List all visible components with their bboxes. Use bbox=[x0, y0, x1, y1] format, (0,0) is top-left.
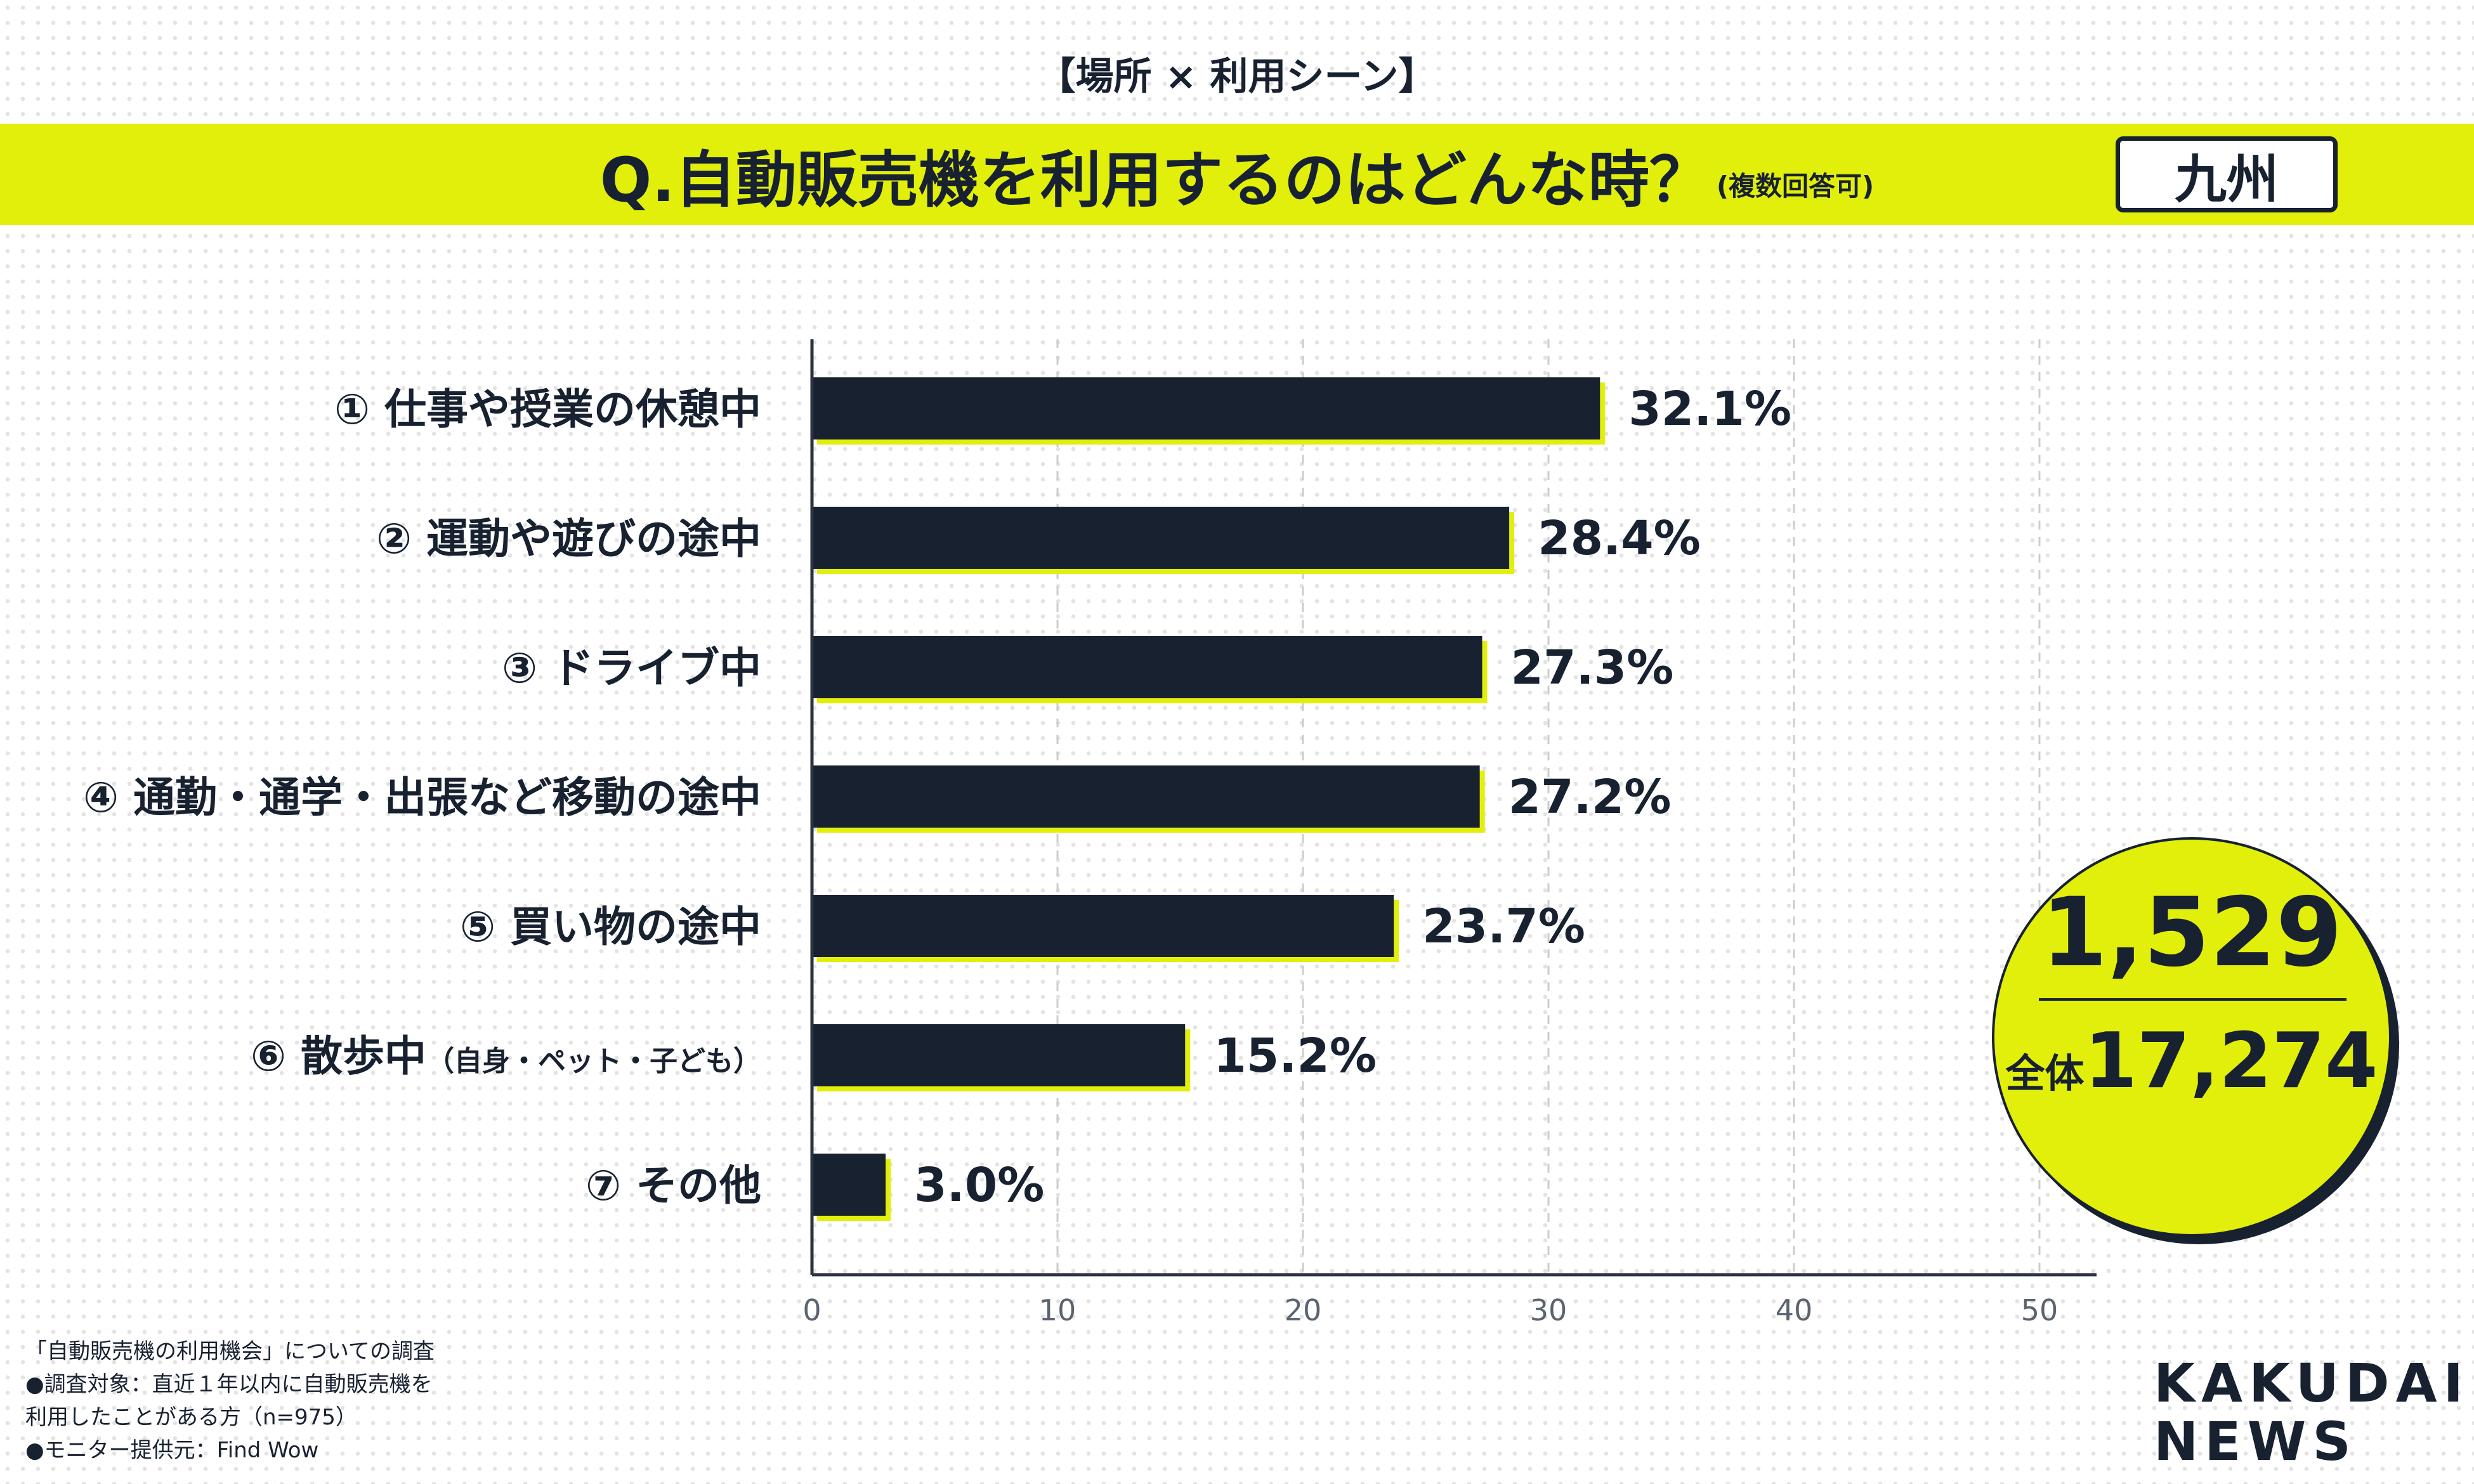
x-tick-label: 30 bbox=[1530, 1293, 1568, 1327]
bar bbox=[812, 765, 1480, 828]
circle-divider bbox=[2039, 998, 2346, 1001]
overall-label: 全体 bbox=[2005, 1050, 2085, 1097]
brand-line-1: KAKUDAI bbox=[2154, 1352, 2470, 1414]
bar bbox=[812, 636, 1482, 698]
bar bbox=[812, 507, 1510, 569]
category-label-text: ④ 通勤・通学・出張など移動の途中 bbox=[83, 773, 761, 822]
category-label: ⑥ 散歩中（自身・ペット・子ども） bbox=[251, 1032, 761, 1081]
data-label: 28.4% bbox=[1538, 511, 1701, 566]
x-tick-label: 20 bbox=[1285, 1293, 1322, 1327]
category-label-text: ⑤ 買い物の途中 bbox=[460, 902, 761, 951]
bar bbox=[812, 1154, 886, 1216]
survey-footnotes: 「自動販売機の利用機会」についての調査 ●調査対象：直近１年以内に自動販売機を … bbox=[25, 1335, 435, 1467]
data-label: 3.0% bbox=[914, 1158, 1044, 1213]
bar bbox=[812, 377, 1600, 439]
overall-respondent-count: 17,274 bbox=[2084, 1017, 2378, 1105]
data-label: 23.7% bbox=[1422, 899, 1585, 954]
category-label-text: ⑥ 散歩中 bbox=[251, 1032, 426, 1081]
category-label: ① 仕事や授業の休憩中 bbox=[334, 385, 761, 434]
footnote-line: 「自動販売機の利用機会」についての調査 bbox=[25, 1339, 435, 1364]
category-label-text: ① 仕事や授業の休憩中 bbox=[334, 385, 761, 434]
data-label: 32.1% bbox=[1628, 382, 1791, 436]
category-label-text: ③ ドライブ中 bbox=[502, 644, 761, 693]
question-note: (複数回答可) bbox=[1716, 170, 1875, 202]
region-badge: 九州 bbox=[2116, 136, 2338, 212]
category-note: （自身・ペット・子ども） bbox=[426, 1045, 761, 1077]
category-label: ② 運動や遊びの途中 bbox=[376, 514, 761, 563]
overall-total: 全体17,274 bbox=[1994, 1017, 2389, 1105]
brand-logo: KAKUDAI NEWS bbox=[2154, 1354, 2470, 1471]
data-label: 15.2% bbox=[1214, 1029, 1377, 1083]
data-label: 27.3% bbox=[1511, 641, 1674, 695]
question-title: Q.自動販売機を利用するのはどんな時？ (複数回答可) bbox=[0, 124, 2474, 225]
respondent-count-circle: 1,529 全体17,274 bbox=[1992, 837, 2392, 1237]
bar bbox=[812, 1024, 1186, 1086]
category-label-text: ② 運動や遊びの途中 bbox=[376, 514, 761, 563]
x-tick-label: 0 bbox=[802, 1293, 821, 1327]
data-label: 27.2% bbox=[1509, 770, 1672, 824]
category-label: ⑤ 買い物の途中 bbox=[460, 902, 761, 951]
brand-line-2: NEWS bbox=[2154, 1410, 2357, 1473]
x-tick-label: 10 bbox=[1039, 1293, 1077, 1327]
chart-supertitle: 【場所 × 利用シーン】 bbox=[1037, 55, 1437, 99]
category-label: ④ 通勤・通学・出張など移動の途中 bbox=[83, 773, 761, 822]
footnote-line: 利用したことがある方（n=975） bbox=[25, 1405, 357, 1430]
x-tick-label: 40 bbox=[1776, 1293, 1813, 1327]
region-respondent-count: 1,529 bbox=[2041, 878, 2343, 988]
footnote-line: ●モニター提供元：Find Wow bbox=[25, 1438, 319, 1463]
category-label: ⑦ その他 bbox=[586, 1161, 761, 1210]
category-label: ③ ドライブ中 bbox=[502, 644, 761, 693]
question-band: Q.自動販売機を利用するのはどんな時？ (複数回答可) 九州 bbox=[0, 124, 2474, 225]
footnote-line: ●調査対象：直近１年以内に自動販売機を bbox=[25, 1372, 433, 1397]
x-tick-label: 50 bbox=[2021, 1293, 2058, 1327]
question-text: Q.自動販売機を利用するのはどんな時？ bbox=[599, 144, 1710, 216]
category-label-text: ⑦ その他 bbox=[586, 1161, 761, 1210]
bar bbox=[812, 895, 1394, 957]
